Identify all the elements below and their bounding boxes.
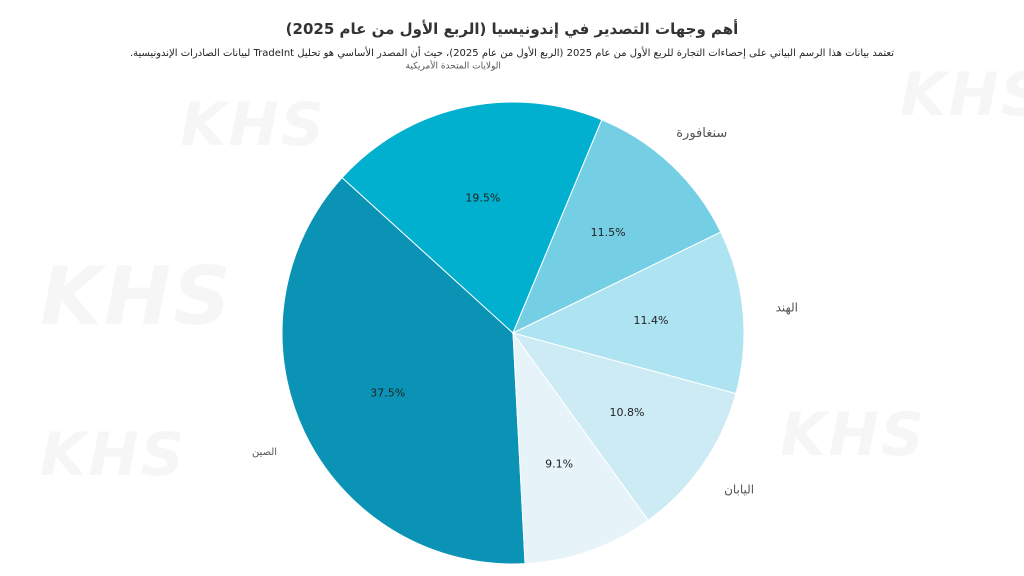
chart-subtitle: تعتمد بيانات هذا الرسم البياني على إحصاء… — [129, 48, 895, 59]
slice-value-label: 11.4% — [634, 314, 669, 327]
pie-slice — [281, 176, 526, 565]
slice-category-label: الهند — [776, 300, 798, 314]
slice-category-label: الصين — [252, 447, 277, 458]
slice-value-label: 37.5% — [370, 386, 405, 399]
pie-slice — [512, 119, 722, 335]
slice-value-label: 10.8% — [609, 406, 644, 419]
slice-value-label: 11.5% — [591, 226, 626, 239]
pie-slice — [511, 231, 745, 395]
pie-slice — [512, 331, 649, 565]
slice-category-label: اليابان — [724, 483, 754, 497]
chart-title: أهم وجهات التصدير في إندونيسيا (الربع ال… — [285, 20, 739, 38]
slice-category-label: سنغافورة — [676, 126, 727, 141]
slice-value-label: 19.5% — [465, 192, 500, 205]
slice-category-label: الولايات المتحدة الأمريكية — [406, 60, 501, 72]
pie-slice — [511, 332, 737, 521]
slice-value-label: 9.1% — [545, 458, 573, 471]
